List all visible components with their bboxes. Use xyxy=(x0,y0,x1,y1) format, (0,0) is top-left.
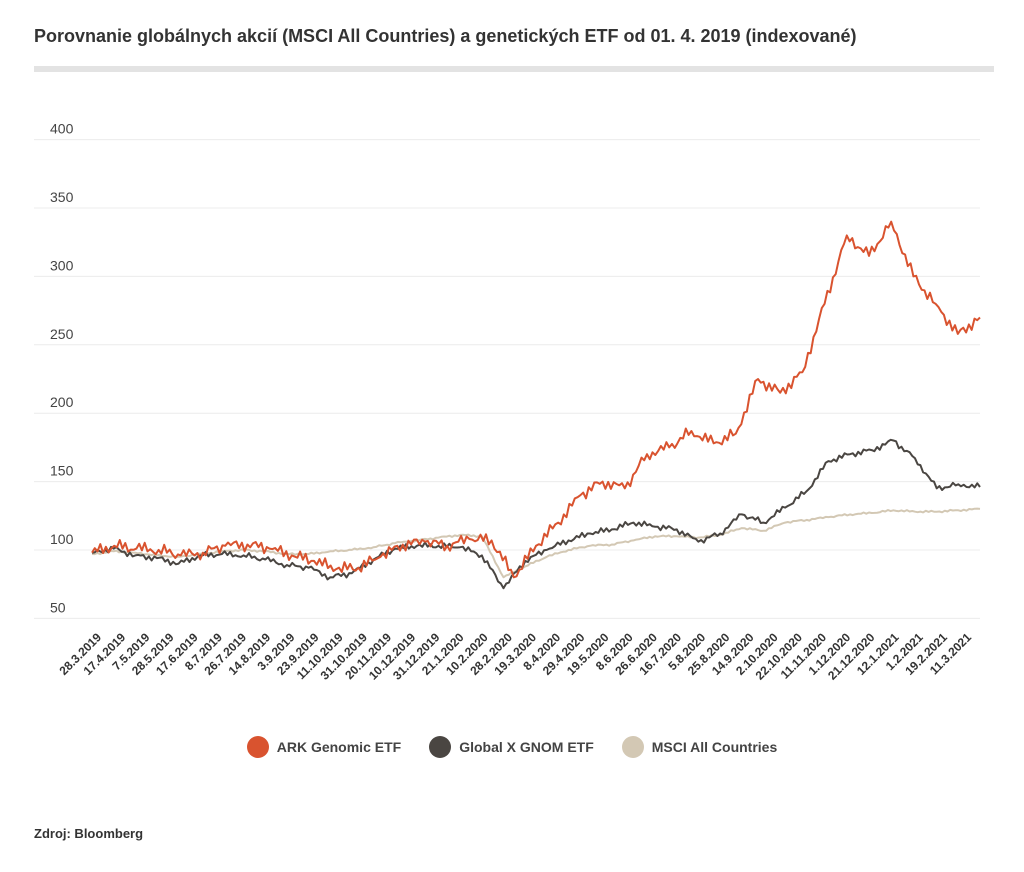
y-tick-label: 200 xyxy=(50,394,74,410)
legend: ARK Genomic ETF Global X GNOM ETF MSCI A… xyxy=(0,736,1024,758)
legend-item-ark[interactable]: ARK Genomic ETF xyxy=(246,736,402,758)
series-line-global-x-gnom-etf xyxy=(91,438,981,590)
legend-marker-gnom xyxy=(429,736,452,758)
title-divider xyxy=(34,66,994,72)
legend-label-msci: MSCI All Countries xyxy=(651,739,778,755)
y-tick-label: 300 xyxy=(50,257,74,273)
x-axis-ticks: 28.3.201917.4.20197.5.201928.5.201917.6.… xyxy=(56,630,974,683)
y-tick-label: 400 xyxy=(50,121,74,137)
y-axis-ticks: 50 100 150 200 250 300 350 400 xyxy=(50,121,74,616)
series-line-ark-genomic-etf xyxy=(91,220,981,579)
chart-title: Porovnanie globálnych akcií (MSCI All Co… xyxy=(34,26,857,46)
legend-item-gnom[interactable]: Global X GNOM ETF xyxy=(429,736,594,758)
y-tick-label: 250 xyxy=(50,326,74,342)
legend-label-ark: ARK Genomic ETF xyxy=(276,739,402,755)
legend-marker-msci xyxy=(621,736,644,758)
y-tick-label: 350 xyxy=(50,189,74,205)
y-tick-label: 50 xyxy=(50,599,66,615)
legend-marker-ark xyxy=(246,736,269,758)
y-tick-label: 100 xyxy=(50,531,74,547)
source-note: Zdroj: Bloomberg xyxy=(34,826,144,841)
legend-label-gnom: Global X GNOM ETF xyxy=(459,739,594,755)
line-chart: 50 100 150 200 250 300 350 400 28.3.201917.4.20… xyxy=(34,121,981,683)
grid-lines xyxy=(34,139,980,619)
y-tick-label: 150 xyxy=(50,463,74,479)
legend-item-msci[interactable]: MSCI All Countries xyxy=(621,736,778,758)
series-lines xyxy=(91,220,981,590)
series-line-msci-all-countries xyxy=(91,507,981,579)
